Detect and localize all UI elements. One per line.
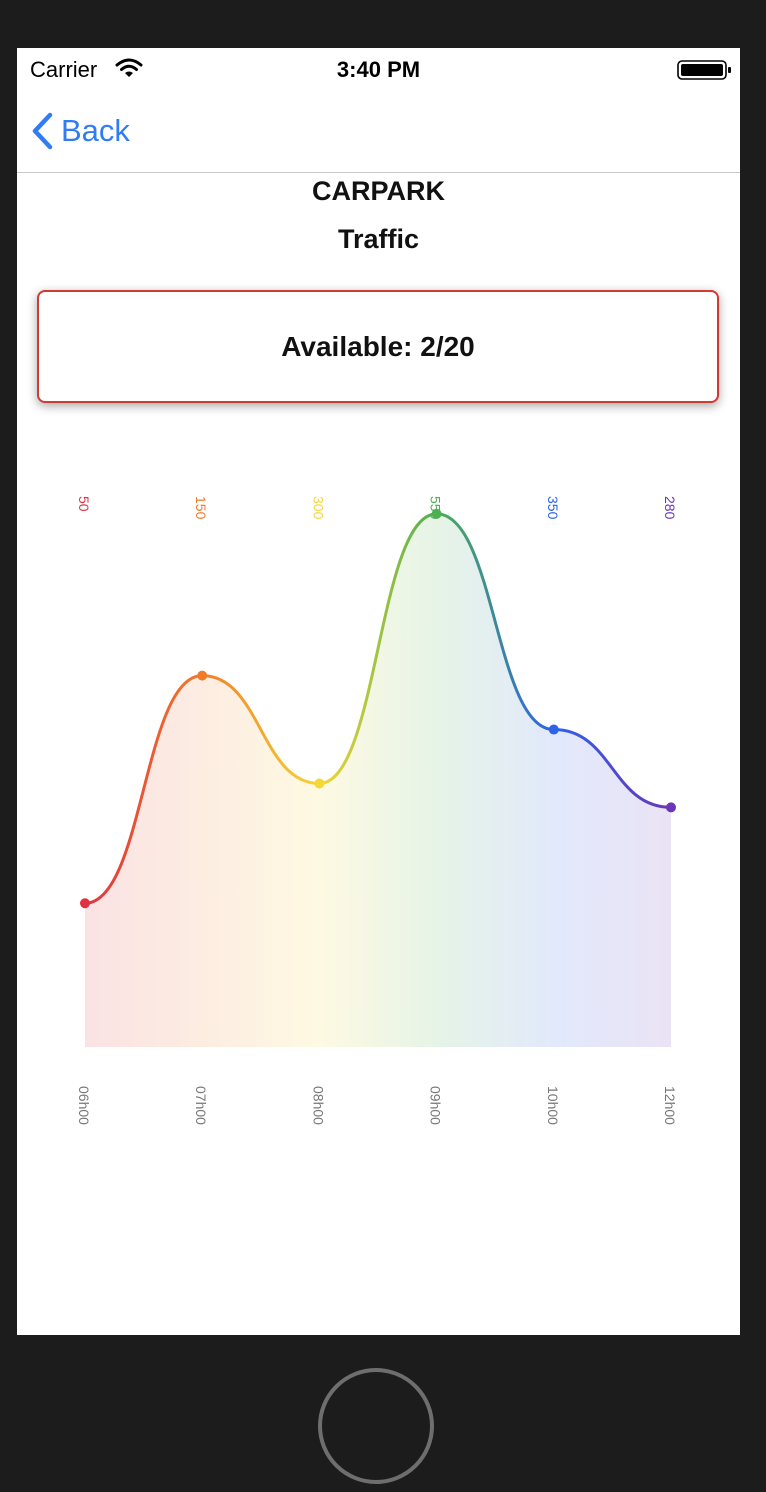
data-point [666,802,676,813]
value-label: 50 [76,496,92,512]
data-point [314,778,325,789]
availability-card: Available: 2/20 [37,290,719,403]
wifi-icon [115,58,143,77]
value-label: 550 [428,496,444,520]
availability-text: Available: 2/20 [281,330,475,362]
status-time: 3:40 PM [336,57,421,82]
data-point [197,670,208,681]
status-bar: Carrier 3:40 PM [17,48,740,90]
value-label: 300 [310,496,326,520]
x-tick-label: 07h00 [193,1086,209,1125]
home-button[interactable] [318,1368,434,1484]
page-title: CARPARK [312,176,445,206]
page-subtitle: Traffic [337,224,420,254]
value-label: 150 [193,496,209,520]
back-button[interactable]: Back [31,108,130,154]
data-point [80,898,90,909]
data-point [431,508,442,519]
chevron-left-icon [32,112,53,150]
x-tick-label: 12h00 [662,1086,678,1125]
traffic-chart: 50 06h00 150 07h00 300 08h00 550 09h00 350 10h00 2… [76,496,678,1125]
x-tick-label: 09h00 [428,1086,444,1125]
phone-screen: Carrier 3:40 PM Back CARPARK Traffic Ava… [17,48,740,1335]
battery-icon [677,60,731,80]
carrier-label: Carrier [30,57,98,82]
value-label: 350 [545,496,561,520]
back-label: Back [61,113,130,148]
x-tick-label: 10h00 [545,1086,561,1125]
x-tick-label: 08h00 [310,1086,326,1125]
chart-area [85,513,671,1047]
value-label: 280 [662,496,678,520]
x-tick-label: 06h00 [76,1086,92,1125]
data-point [548,724,559,735]
navigation-bar: Back [17,90,740,173]
